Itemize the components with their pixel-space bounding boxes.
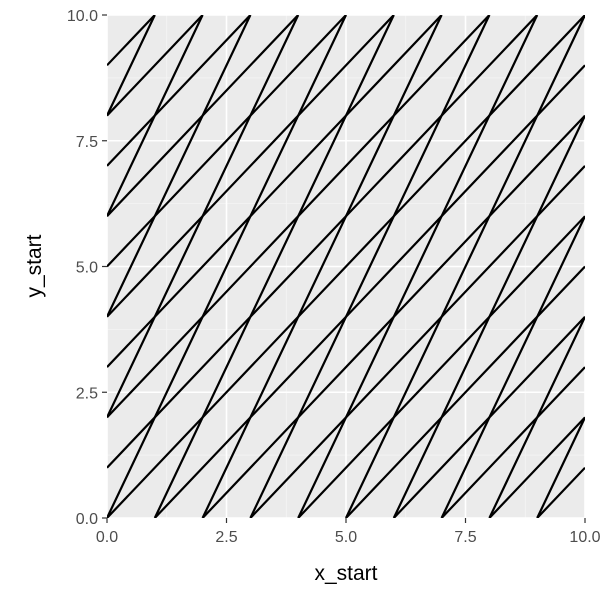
line-segment [153,15,395,518]
line-segment [107,15,156,67]
line-segment [249,15,491,518]
x-tick-label: 0.0 [96,529,118,546]
line-segment [107,15,347,518]
y-tick-label: 0.0 [76,511,98,528]
x-tick-label: 5.0 [335,529,357,546]
line-segment [107,15,252,167]
y-tick-labels: 0.0 2.5 5.0 7.5 10.0 [67,8,98,528]
line-segment [297,215,585,518]
y-axis-title: y_start [23,234,46,297]
line-segment [107,15,347,268]
segments-layer [107,15,585,518]
line-segment [536,466,585,518]
x-tick-label: 2.5 [215,529,237,546]
line-segment [201,15,443,518]
y-tick-label: 10.0 [67,8,98,25]
y-tick-label: 2.5 [76,385,98,402]
line-segment [345,265,585,518]
x-tick-labels: 0.0 2.5 5.0 7.5 10.0 [96,529,600,546]
line-segment [488,416,585,518]
x-tick-label: 10.0 [569,529,600,546]
line-segment [107,15,443,368]
line-segment [345,15,585,518]
line-segment [107,15,156,117]
line-segment [440,366,585,518]
y-tick-label: 7.5 [76,134,98,151]
line-segment [488,316,585,518]
line-segment [154,64,585,518]
y-tick-label: 5.0 [76,260,98,277]
line-segment [107,15,204,217]
line-segment [440,215,585,518]
x-axis-title: x_start [314,562,377,585]
line-segment [107,15,252,318]
line-segment [297,15,539,518]
line-segment [536,416,585,518]
line-segment [107,15,538,469]
line-segment [107,15,395,318]
line-segment [249,165,585,518]
x-tick-label: 7.5 [454,529,476,546]
line-segment [107,15,300,418]
line-segment [107,15,585,518]
line-segment [107,15,204,117]
line-segment [392,115,585,518]
axis-ticks [102,14,586,523]
